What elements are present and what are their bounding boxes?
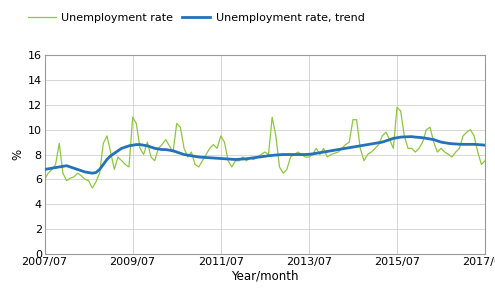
- Unemployment rate: [475, 150, 481, 154]
- Unemployment rate, trend: [159, 148, 165, 151]
- Unemployment rate: [159, 143, 165, 146]
- X-axis label: Year/month: Year/month: [231, 270, 298, 282]
- Unemployment rate, trend: [42, 168, 48, 171]
- Unemployment rate, trend: [475, 143, 481, 146]
- Y-axis label: %: %: [12, 149, 25, 160]
- Line: Unemployment rate: Unemployment rate: [45, 107, 495, 188]
- Unemployment rate, trend: [324, 150, 330, 153]
- Unemployment rate: [394, 106, 400, 109]
- Line: Unemployment rate, trend: Unemployment rate, trend: [45, 136, 495, 173]
- Unemployment rate: [42, 177, 48, 181]
- Unemployment rate, trend: [89, 171, 95, 175]
- Unemployment rate: [306, 155, 312, 159]
- Legend: Unemployment rate, Unemployment rate, trend: Unemployment rate, Unemployment rate, tr…: [24, 9, 369, 28]
- Unemployment rate: [89, 186, 95, 190]
- Unemployment rate: [401, 134, 407, 138]
- Unemployment rate, trend: [397, 135, 403, 139]
- Unemployment rate, trend: [306, 152, 312, 156]
- Unemployment rate: [324, 155, 330, 159]
- Unemployment rate, trend: [409, 135, 415, 138]
